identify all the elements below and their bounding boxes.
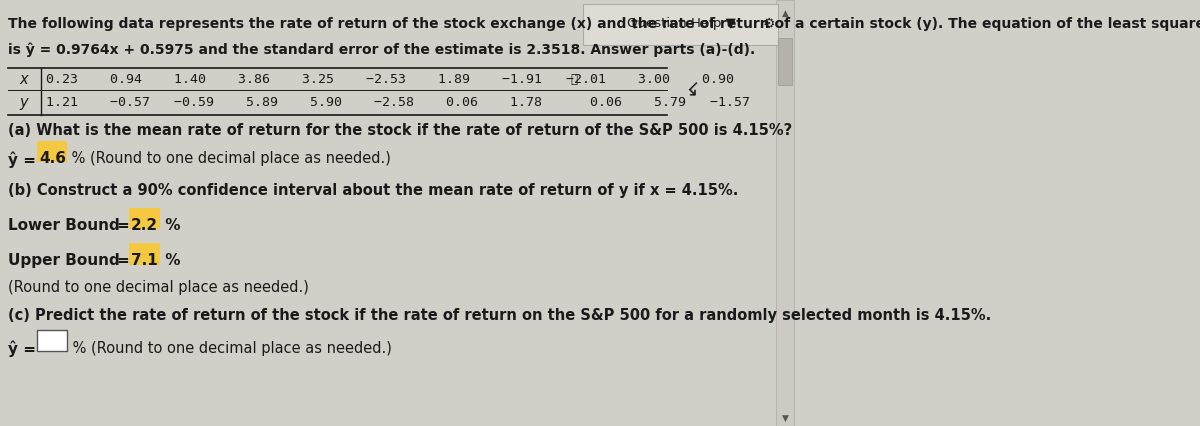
Text: 1.21    −0.57   −0.59    5.89    5.90    −2.58    0.06    1.78      0.06    5.79: 1.21 −0.57 −0.59 5.89 5.90 −2.58 0.06 1.… xyxy=(46,96,750,109)
Text: (a) What is the mean rate of return for the stock if the rate of return of the S: (a) What is the mean rate of return for … xyxy=(8,123,792,138)
Text: ▼: ▼ xyxy=(781,414,788,423)
FancyBboxPatch shape xyxy=(130,243,160,265)
FancyBboxPatch shape xyxy=(37,330,67,351)
Text: ▲: ▲ xyxy=(781,9,788,18)
Text: y: y xyxy=(19,95,28,110)
Text: (Round to one decimal place as needed.): (Round to one decimal place as needed.) xyxy=(8,280,308,295)
Text: 0.23    0.94    1.40    3.86    3.25    −2.53    1.89    −1.91   −2.01    3.00  : 0.23 0.94 1.40 3.86 3.25 −2.53 1.89 −1.9… xyxy=(46,73,734,86)
Text: is ŷ = 0.9764x + 0.5975 and the standard error of the estimate is 2.3518. Answer: is ŷ = 0.9764x + 0.5975 and the standard… xyxy=(8,43,755,57)
Text: (b) Construct a 90% confidence interval about the mean rate of return of y if x : (b) Construct a 90% confidence interval … xyxy=(8,183,738,198)
FancyBboxPatch shape xyxy=(37,141,67,162)
Text: %: % xyxy=(161,218,181,233)
Text: ŷ =: ŷ = xyxy=(8,151,41,168)
Text: x: x xyxy=(19,72,28,87)
Text: 2.2: 2.2 xyxy=(131,218,158,233)
Text: ⚙: ⚙ xyxy=(762,17,775,30)
Text: % (Round to one decimal place as needed.): % (Round to one decimal place as needed.… xyxy=(67,151,391,166)
Text: =: = xyxy=(118,218,136,233)
Text: ŷ =: ŷ = xyxy=(8,341,41,357)
Text: 7.1: 7.1 xyxy=(131,253,158,268)
Text: The following data represents the rate of return of the stock exchange (x) and t: The following data represents the rate o… xyxy=(8,17,1200,31)
Text: 4.6: 4.6 xyxy=(38,151,66,166)
Text: Lower Bound: Lower Bound xyxy=(8,218,120,233)
FancyBboxPatch shape xyxy=(778,38,792,85)
Text: Question Help ▼: Question Help ▼ xyxy=(626,17,736,30)
Text: (c) Predict the rate of return of the stock if the rate of return on the S&P 500: (c) Predict the rate of return of the st… xyxy=(8,308,991,322)
Text: % (Round to one decimal place as needed.): % (Round to one decimal place as needed.… xyxy=(68,341,392,356)
Text: ↳: ↳ xyxy=(678,81,703,106)
FancyBboxPatch shape xyxy=(583,4,778,45)
Text: Upper Bound: Upper Bound xyxy=(8,253,120,268)
Text: =: = xyxy=(118,253,136,268)
Text: %: % xyxy=(161,253,181,268)
FancyBboxPatch shape xyxy=(130,208,160,229)
FancyBboxPatch shape xyxy=(776,0,794,426)
Text: ⧉: ⧉ xyxy=(570,73,577,86)
